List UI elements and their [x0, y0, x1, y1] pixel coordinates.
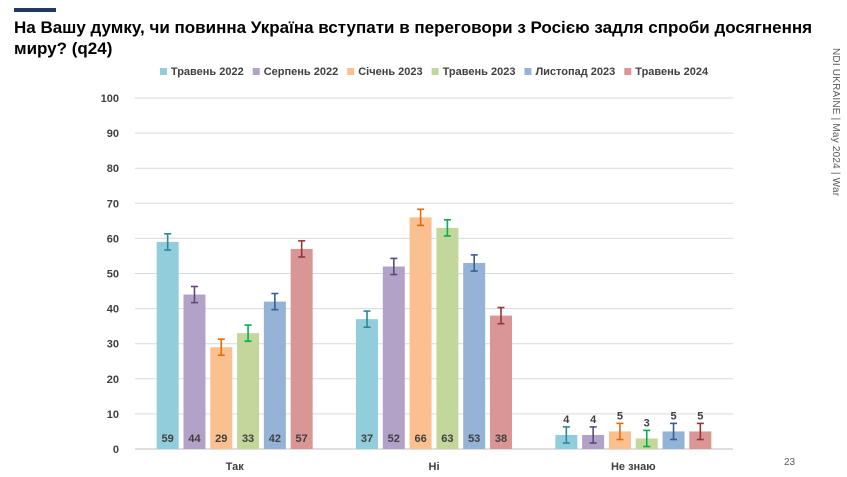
legend-label: Січень 2023 [358, 66, 422, 78]
data-label: 53 [468, 433, 480, 445]
legend-swatch [159, 68, 167, 75]
data-label: 57 [296, 433, 308, 445]
legend-label: Травень 2023 [443, 66, 516, 78]
data-label: 44 [188, 433, 201, 445]
legend-swatch [347, 68, 355, 75]
data-label: 5 [617, 410, 623, 422]
legend-swatch [431, 68, 439, 75]
data-label: 66 [414, 433, 426, 445]
data-label: 42 [269, 433, 281, 445]
data-label: 5 [697, 410, 703, 422]
legend: Травень 2022 Серпень 2022 Січень 2023 Траве… [159, 66, 709, 78]
bar [263, 301, 286, 449]
x-tick-label: Не знаю [611, 461, 656, 473]
data-label: 29 [215, 433, 227, 445]
data-label: 4 [563, 414, 570, 426]
legend-swatch [252, 68, 260, 75]
y-tick-label: 50 [107, 269, 119, 281]
y-tick-label: 70 [107, 198, 119, 210]
bar [237, 333, 260, 449]
y-tick-label: 40 [107, 304, 119, 316]
y-tick-label: 20 [107, 374, 119, 386]
y-tick-label: 30 [107, 339, 119, 351]
data-label: 63 [441, 433, 453, 445]
bar [409, 217, 432, 449]
gridlines [135, 97, 733, 450]
legend-label: Листопад 2023 [535, 66, 615, 78]
title-accent-bar [14, 8, 56, 12]
bars: 59 44 29 33 42 57 37 52 66 63 53 384 4 535 5 [156, 208, 712, 449]
x-axis: Так Ні Не знаю [226, 461, 656, 473]
bar [463, 262, 486, 449]
page-number: 23 [784, 457, 796, 468]
legend-label: Травень 2024 [635, 66, 709, 78]
bar [183, 294, 206, 449]
legend-swatch [624, 68, 632, 75]
data-label: 38 [495, 433, 507, 445]
bar [436, 227, 459, 449]
bar [290, 248, 313, 449]
data-label: 37 [361, 433, 373, 445]
data-label: 4 [590, 414, 597, 426]
bar [382, 266, 405, 449]
legend-label: Серпень 2022 [264, 66, 338, 78]
legend-swatch [524, 68, 532, 75]
y-tick-label: 80 [107, 163, 119, 175]
y-axis: 0 10 20 30 40 50 60 70 80 90 100 [101, 93, 119, 456]
y-tick-label: 0 [113, 444, 119, 456]
page-title: На Вашу думку, чи повинна Україна вступа… [14, 18, 813, 58]
data-label: 33 [242, 433, 254, 445]
y-tick-label: 60 [107, 233, 119, 245]
data-label: 3 [644, 417, 650, 429]
bar [156, 241, 179, 449]
y-tick-label: 100 [101, 93, 119, 105]
bar [356, 319, 378, 449]
y-tick-label: 10 [107, 409, 119, 421]
legend-label: Травень 2022 [171, 66, 244, 78]
bar [490, 315, 512, 449]
data-label: 59 [162, 433, 174, 445]
x-tick-label: Ні [429, 461, 440, 473]
data-label: 52 [388, 433, 400, 445]
bar [210, 347, 233, 449]
data-label: 5 [670, 410, 676, 422]
side-note: NDI UKRAINE | May 2024 | War [830, 48, 841, 197]
y-tick-label: 90 [107, 128, 119, 140]
x-tick-label: Так [226, 461, 245, 473]
